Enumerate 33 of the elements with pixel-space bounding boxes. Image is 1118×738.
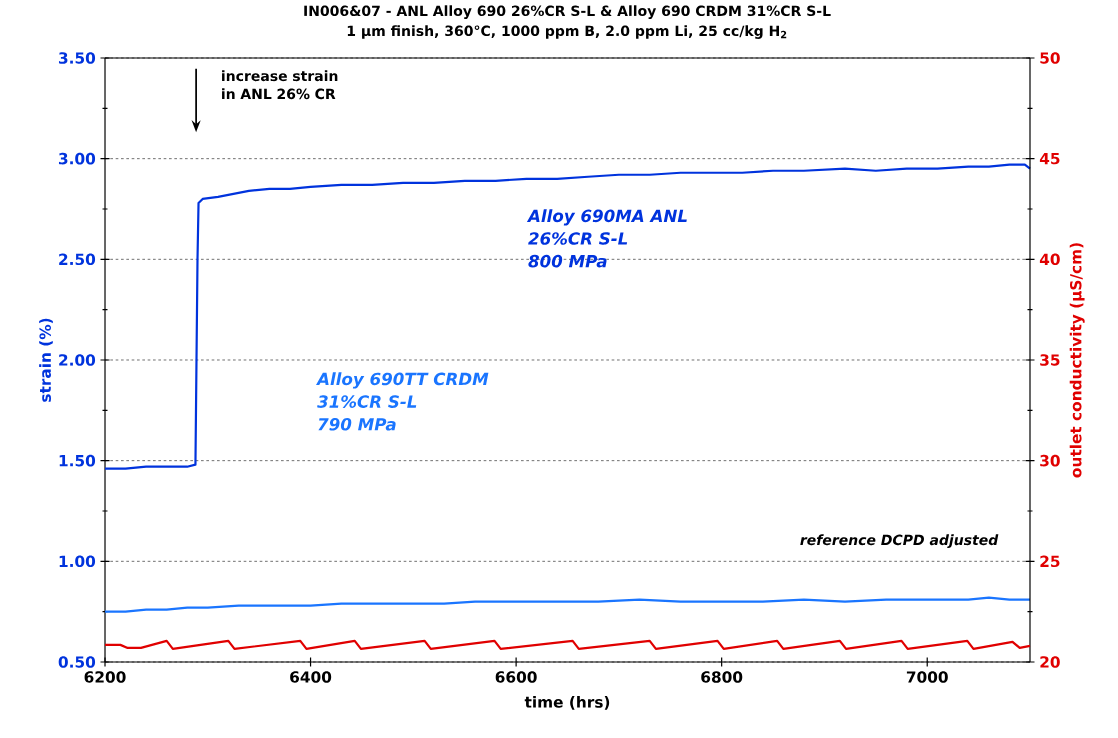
y-tick-label: 3.50 xyxy=(58,52,96,64)
y-tick-label: 2.00 xyxy=(59,354,96,366)
y-tick-label: 2.50 xyxy=(59,253,96,266)
annotation: reference DCPD adjusted xyxy=(800,534,999,549)
y2-tick-label: 20 xyxy=(1040,656,1060,668)
annotation: 800 MPa xyxy=(528,254,607,268)
annotation: 31%CR S-L xyxy=(317,395,417,408)
y2-tick-label: 45 xyxy=(1039,152,1060,165)
y2-tick-label: 30 xyxy=(1040,454,1060,467)
y2-tick-label: 35 xyxy=(1040,354,1060,366)
y-tick-label: 3.00 xyxy=(58,152,96,165)
y-tick-label: 1.00 xyxy=(59,555,96,568)
chart-subtitle: 1 µm finish, 360°C, 1000 ppm B, 2.0 ppm Li, 25 cc/kg H$_{2}$ xyxy=(347,25,787,39)
x-tick-label: 6600 xyxy=(495,671,537,683)
series-label: Alloy 690MA ANL xyxy=(526,209,687,226)
y2-tick-label: 25 xyxy=(1040,555,1060,568)
annotation: 26%CR S-L xyxy=(528,232,628,245)
y2-tick-label: 40 xyxy=(1039,253,1060,266)
x-tick-label: 6200 xyxy=(84,671,126,683)
y2-axis-title: outlet conductivity (µS/cm) xyxy=(1069,243,1085,478)
annotation: increase strain in ANL 26% CR xyxy=(222,70,338,100)
y-tick-label: 1.50 xyxy=(59,454,96,467)
annotation: 790 MPa xyxy=(318,417,396,431)
y-axis-title: strain (%) xyxy=(39,318,53,402)
x-tick-label: 6400 xyxy=(290,671,332,683)
y2-tick-label: 50 xyxy=(1040,52,1060,64)
x-tick-label: 6800 xyxy=(701,671,743,683)
line-series xyxy=(103,639,1032,650)
x-tick-label: 7000 xyxy=(906,671,948,683)
text: Alloy 690TT CRDM xyxy=(316,372,489,389)
x-axis-title: time (hrs) xyxy=(524,695,610,710)
y-tick-label: 0.50 xyxy=(58,656,96,668)
chart-title: IN006&07 - ANL Alloy 690 26%CR S-L & Alloy 690 CRDM 31%CR S-L xyxy=(304,5,831,19)
